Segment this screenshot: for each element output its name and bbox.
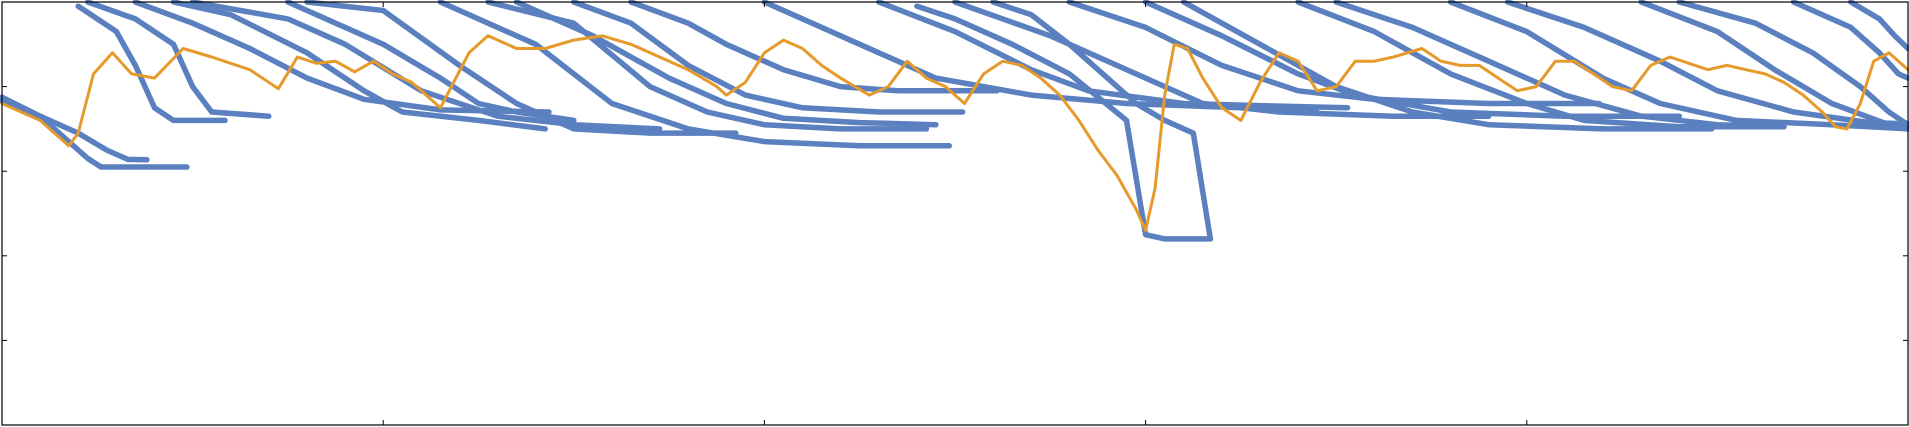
trajectory-line bbox=[1295, 0, 1784, 130]
trajectory-line bbox=[304, 0, 739, 136]
plot-area bbox=[0, 0, 1909, 242]
trajectory-line bbox=[914, 3, 1214, 242]
trajectory-line bbox=[1790, 0, 1909, 81]
trajectory-line bbox=[170, 0, 548, 132]
trajectory-line bbox=[75, 3, 228, 124]
trajectory-line bbox=[1676, 0, 1909, 128]
trajectory-line bbox=[0, 94, 150, 163]
trajectory-line bbox=[571, 0, 966, 115]
average-line bbox=[0, 34, 1909, 232]
trajectory-line bbox=[85, 0, 272, 119]
trajectory-line bbox=[1066, 0, 1602, 107]
trajectory-line bbox=[1180, 0, 1715, 132]
trajectory-line bbox=[437, 0, 953, 149]
trajectory-line bbox=[1638, 0, 1909, 132]
trajectory-line bbox=[990, 0, 1214, 242]
trajectory-line bbox=[1333, 0, 1787, 130]
trajectory-line bbox=[132, 0, 552, 115]
trajectory-line bbox=[628, 0, 1000, 94]
trajectory-line bbox=[513, 0, 939, 128]
trajectory-line bbox=[952, 0, 1492, 119]
trajectory-line bbox=[1504, 0, 1909, 127]
trajectory-line bbox=[0, 98, 190, 170]
trajectory-line bbox=[1848, 0, 1909, 52]
trajectory-line bbox=[285, 0, 577, 124]
trajectory-line bbox=[485, 0, 930, 132]
